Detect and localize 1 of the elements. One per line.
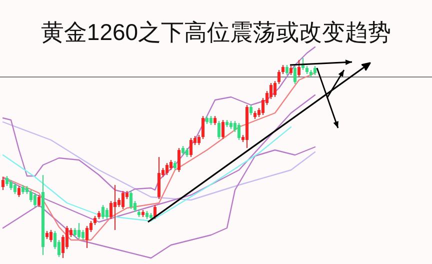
chart-title: 黄金1260之下高位震荡或改变趋势 [40,19,392,45]
